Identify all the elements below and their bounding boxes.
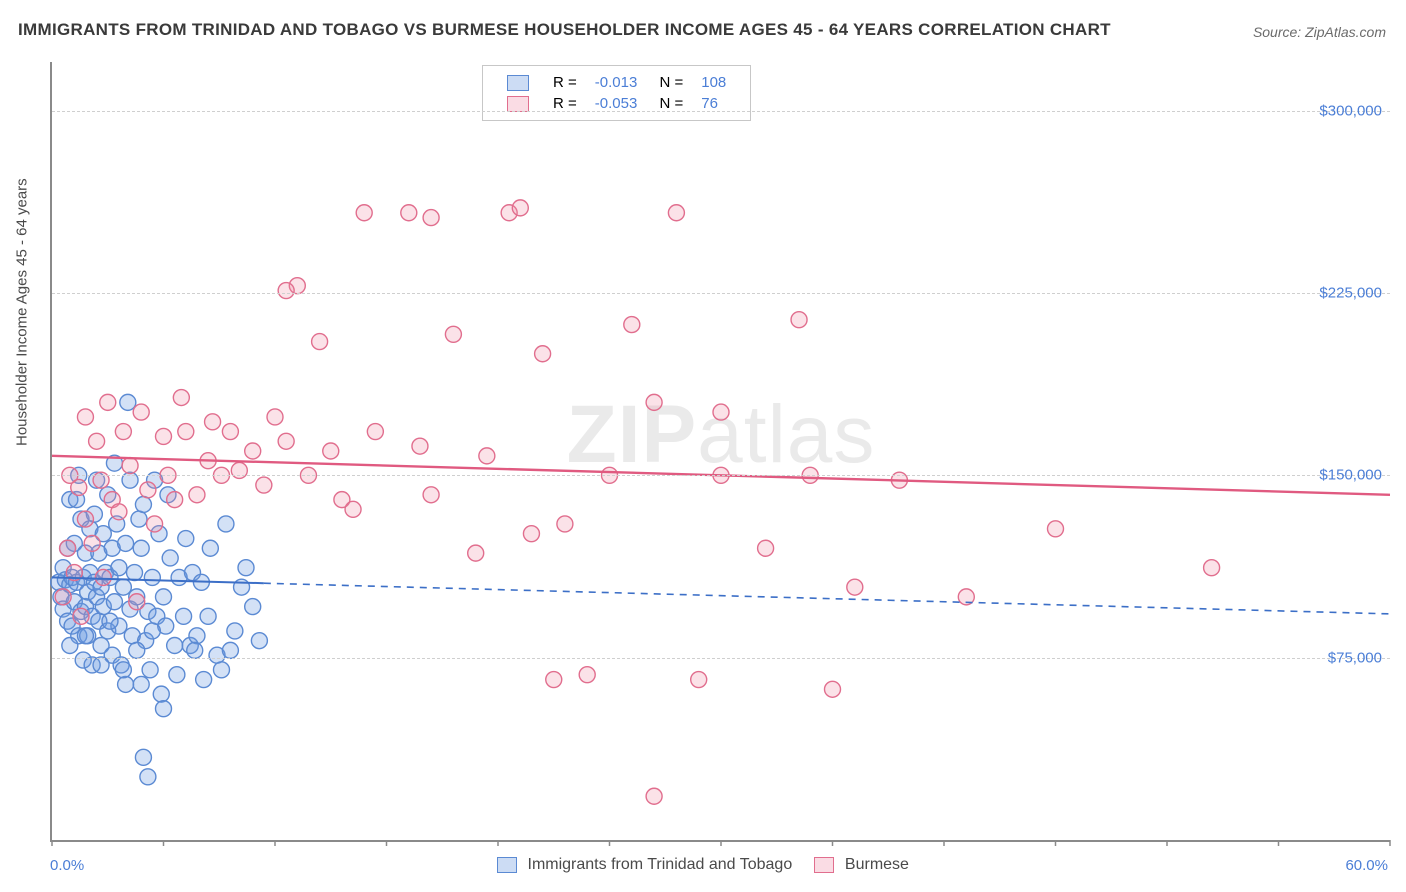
legend-label: Burmese	[845, 856, 909, 873]
n-value: 108	[693, 73, 734, 92]
y-tick-label: $225,000	[1319, 284, 1382, 301]
chart-title: IMMIGRANTS FROM TRINIDAD AND TOBAGO VS B…	[18, 20, 1111, 40]
y-tick-label: $75,000	[1328, 649, 1382, 666]
swatch-icon	[507, 75, 529, 91]
series-legend: Immigrants from Trinidad and Tobago Burm…	[0, 856, 1406, 874]
correlation-legend: R = -0.013 N = 108 R = -0.053 N = 76	[482, 65, 751, 121]
y-tick-label: $300,000	[1319, 102, 1382, 119]
y-axis-label: Householder Income Ages 45 - 64 years	[14, 178, 31, 446]
source-attribution: Source: ZipAtlas.com	[1253, 24, 1386, 40]
swatch-icon	[497, 857, 517, 873]
y-tick-label: $150,000	[1319, 467, 1382, 484]
chart-container: IMMIGRANTS FROM TRINIDAD AND TOBAGO VS B…	[0, 0, 1406, 892]
plot-area: ZIPatlas R = -0.013 N = 108 R = -0.053 N…	[50, 62, 1390, 842]
legend-label: Immigrants from Trinidad and Tobago	[528, 856, 793, 873]
swatch-icon	[814, 857, 834, 873]
r-value: -0.013	[587, 73, 646, 92]
x-ticks-layer	[52, 62, 1390, 840]
legend-row-trinidad: R = -0.013 N = 108	[499, 73, 734, 92]
